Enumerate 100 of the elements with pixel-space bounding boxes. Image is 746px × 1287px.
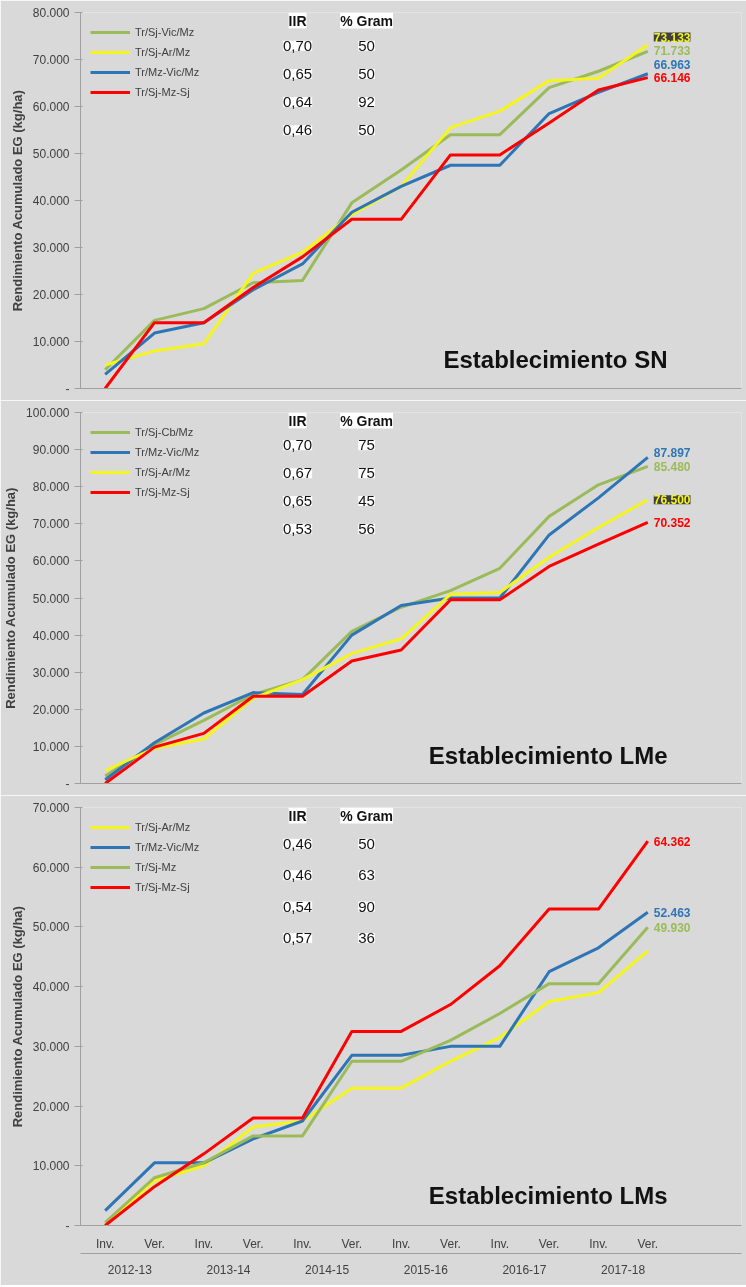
legend-label: Tr/Mz-Vic/Mz xyxy=(135,65,200,79)
x-tick-label: Ver. xyxy=(144,1236,165,1251)
data-label: 87.897 xyxy=(653,446,691,461)
annotation: 0,65 xyxy=(282,64,313,82)
y-tick-label: 30.000 xyxy=(32,1039,70,1054)
annotation: 0,67 xyxy=(282,464,313,482)
y-tick-label: 10.000 xyxy=(32,1159,70,1174)
x-tick-label: Ver. xyxy=(242,1236,264,1251)
annotation: 75 xyxy=(358,436,375,454)
text: 2013-14 xyxy=(206,1262,251,1277)
x-tick-label: Inv. xyxy=(490,1236,510,1251)
annotation: % Gram xyxy=(340,807,394,824)
annotation: 0,70 xyxy=(282,436,313,454)
legend-label: Tr/Sj-Mz-Sj xyxy=(135,880,190,894)
legend-label: Tr/Sj-Vic/Mz xyxy=(135,25,195,39)
y-tick-label: 70.000 xyxy=(32,517,70,532)
annotation: 50 xyxy=(358,834,375,852)
legend-label: Tr/Mz-Vic/Mz xyxy=(135,445,200,459)
y-tick-label: 60.000 xyxy=(32,100,70,114)
annotation: IIR xyxy=(288,807,307,824)
annotation: 50 xyxy=(358,36,375,54)
annotation: 0,64 xyxy=(282,93,313,111)
text: 2014-15 xyxy=(305,1262,350,1277)
legend-label: Tr/Sj-Ar/Mz xyxy=(135,820,191,834)
data-label: 71.733 xyxy=(653,43,691,58)
text: Establecimiento LMe xyxy=(428,741,668,769)
legend-label: Tr/Sj-Ar/Mz xyxy=(135,465,191,479)
annotation: 0,53 xyxy=(282,519,313,537)
y-tick-label: 50.000 xyxy=(32,591,70,606)
x-tick-label: Ver. xyxy=(341,1236,363,1251)
annotation: 92 xyxy=(358,93,375,111)
annotation: 0,46 xyxy=(282,866,313,884)
y-tick-label: 50.000 xyxy=(32,920,70,935)
data-label: 52.463 xyxy=(653,905,691,920)
legend-label: Tr/Sj-Mz-Sj xyxy=(135,85,190,99)
annotation: 0,65 xyxy=(282,491,313,509)
y-tick-label: 10.000 xyxy=(32,335,70,349)
annotation: 0,70 xyxy=(282,36,313,54)
data-label: 66.963 xyxy=(653,57,691,72)
x-tick-label: Inv. xyxy=(194,1236,214,1251)
legend-label: Tr/Sj-Mz xyxy=(135,860,177,874)
y-tick-label: 10.000 xyxy=(32,739,70,754)
annotation: IIR xyxy=(288,12,307,29)
y-tick-label: 70.000 xyxy=(32,53,70,67)
y-axis-title: Rendimiento Acumulado EG (kg/ha) xyxy=(9,906,25,1128)
x-tick-label: Inv. xyxy=(589,1236,608,1251)
y-tick-label: - xyxy=(65,1219,70,1233)
annotation: 45 xyxy=(358,491,375,509)
legend-label: Tr/Sj-Ar/Mz xyxy=(135,45,191,59)
text: Establecimiento SN xyxy=(443,346,668,374)
y-tick-label: 30.000 xyxy=(32,241,70,255)
data-label: 70.352 xyxy=(653,515,691,530)
y-tick-label: 80.000 xyxy=(32,480,70,495)
text: 2012-13 xyxy=(107,1262,153,1277)
text: 2015-16 xyxy=(403,1262,449,1277)
annotation: 50 xyxy=(358,64,375,82)
data-label: 76.500 xyxy=(653,493,691,508)
y-tick-label: 80.000 xyxy=(32,6,70,20)
y-tick-label: - xyxy=(65,382,70,396)
y-tick-label: - xyxy=(65,777,70,791)
annotation: 0,54 xyxy=(282,897,313,915)
annotation: 0,46 xyxy=(282,834,313,852)
data-label: 85.480 xyxy=(653,459,691,474)
y-tick-label: 60.000 xyxy=(32,860,70,875)
data-label: 49.930 xyxy=(653,920,691,935)
y-tick-label: 20.000 xyxy=(32,1099,70,1114)
annotation: % Gram xyxy=(340,412,394,429)
annotation: 63 xyxy=(358,866,375,884)
legend-label: Tr/Mz-Vic/Mz xyxy=(135,840,200,854)
y-tick-label: 60.000 xyxy=(32,554,70,569)
legend-label: Tr/Sj-Mz-Sj xyxy=(135,485,190,499)
x-tick-label: Ver. xyxy=(440,1236,461,1251)
y-tick-label: 30.000 xyxy=(32,665,70,680)
x-tick-label: Inv. xyxy=(391,1236,411,1251)
annotation: 50 xyxy=(358,121,375,139)
annotation: 0,46 xyxy=(282,121,313,139)
annotation: 36 xyxy=(358,928,375,946)
y-tick-label: 40.000 xyxy=(32,194,70,208)
annotation: 90 xyxy=(358,897,375,915)
y-axis-title: Rendimiento Acumulado EG (kg/ha) xyxy=(9,90,25,312)
x-tick-label: Inv. xyxy=(95,1236,115,1251)
y-tick-label: 40.000 xyxy=(32,628,70,643)
x-tick-label: Ver. xyxy=(637,1236,659,1251)
x-tick-label: Inv. xyxy=(293,1236,312,1251)
annotation: 56 xyxy=(358,519,375,537)
text: Establecimiento LMs xyxy=(428,1181,668,1209)
text: 2016-17 xyxy=(502,1262,547,1277)
x-tick-label: Ver. xyxy=(538,1236,560,1251)
y-axis-title: Rendimiento Acumulado EG (kg/ha) xyxy=(3,487,19,709)
y-tick-label: 50.000 xyxy=(32,147,70,161)
text: 2017-18 xyxy=(601,1262,646,1277)
annotation: IIR xyxy=(288,412,307,429)
y-tick-label: 90.000 xyxy=(32,443,70,458)
annotation: 0,57 xyxy=(282,928,313,946)
data-label: 73.133 xyxy=(653,30,691,45)
y-tick-label: 40.000 xyxy=(32,980,70,995)
legend-label: Tr/Sj-Cb/Mz xyxy=(135,425,194,439)
data-label: 64.362 xyxy=(653,834,691,849)
data-label: 66.146 xyxy=(653,71,691,86)
y-tick-label: 100.000 xyxy=(26,406,70,420)
